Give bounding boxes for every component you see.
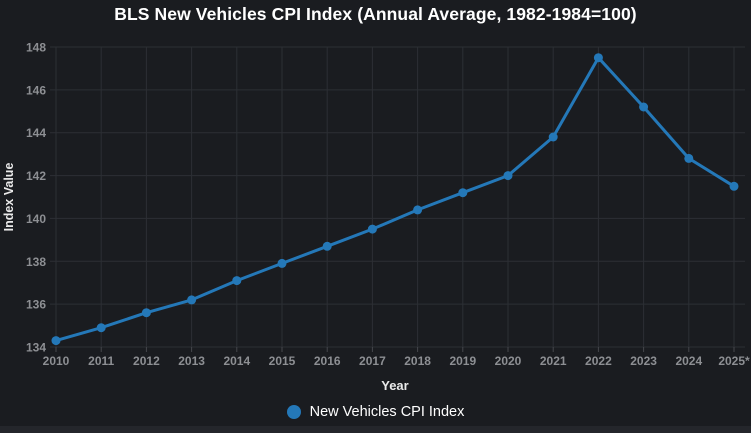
data-point xyxy=(593,53,603,63)
data-point xyxy=(322,241,332,251)
y-tick-label: 146 xyxy=(26,83,46,97)
x-tick-label: 2014 xyxy=(223,354,250,368)
data-point xyxy=(413,205,423,215)
x-tick-label: 2016 xyxy=(314,354,341,368)
x-tick-label: 2018 xyxy=(404,354,431,368)
y-axis-title: Index Value xyxy=(2,163,16,232)
x-tick-label: 2020 xyxy=(495,354,522,368)
x-tick-label: 2019 xyxy=(449,354,476,368)
y-tick-label: 138 xyxy=(26,255,46,269)
x-tick-label: 2015 xyxy=(269,354,296,368)
data-point xyxy=(51,336,61,346)
data-point xyxy=(548,132,558,142)
data-point xyxy=(503,171,513,181)
legend-item-label: New Vehicles CPI Index xyxy=(309,404,465,420)
x-tick-label: 2021 xyxy=(540,354,567,368)
x-axis-title: Year xyxy=(381,378,408,393)
data-point xyxy=(96,323,106,333)
x-tick-label: 2010 xyxy=(43,354,70,368)
data-point xyxy=(367,224,377,234)
x-tick-label: 2022 xyxy=(585,354,612,368)
chart-legend: New Vehicles CPI Index xyxy=(0,403,751,421)
legend-item-new-vehicles-cpi[interactable]: New Vehicles CPI Index xyxy=(286,404,465,420)
data-point xyxy=(187,295,197,305)
x-tick-label: 2017 xyxy=(359,354,386,368)
y-tick-label: 142 xyxy=(26,169,46,183)
x-tick-label: 2023 xyxy=(630,354,657,368)
x-tick-label: 2012 xyxy=(133,354,160,368)
x-tick-label: 2025* xyxy=(718,354,750,368)
y-tick-label: 144 xyxy=(26,126,46,140)
cpi-line-series xyxy=(54,56,736,343)
gridlines xyxy=(50,46,745,352)
data-point xyxy=(458,188,468,198)
x-tick-label: 2013 xyxy=(178,354,205,368)
y-tick-label: 148 xyxy=(26,41,46,55)
data-point xyxy=(232,276,242,286)
data-point xyxy=(277,258,287,268)
x-tick-label: 2011 xyxy=(88,354,114,368)
legend-marker-icon xyxy=(286,405,301,419)
data-point xyxy=(639,102,649,112)
y-tick-label: 140 xyxy=(26,212,46,226)
data-point xyxy=(684,153,694,163)
x-tick-label: 2024 xyxy=(675,354,702,368)
y-tick-label: 136 xyxy=(26,298,46,312)
footer-strip xyxy=(0,426,751,433)
data-point xyxy=(141,308,151,318)
chart-title: BLS New Vehicles CPI Index (Annual Avera… xyxy=(114,4,637,24)
y-tick-label: 134 xyxy=(26,341,46,355)
data-point xyxy=(729,181,739,191)
